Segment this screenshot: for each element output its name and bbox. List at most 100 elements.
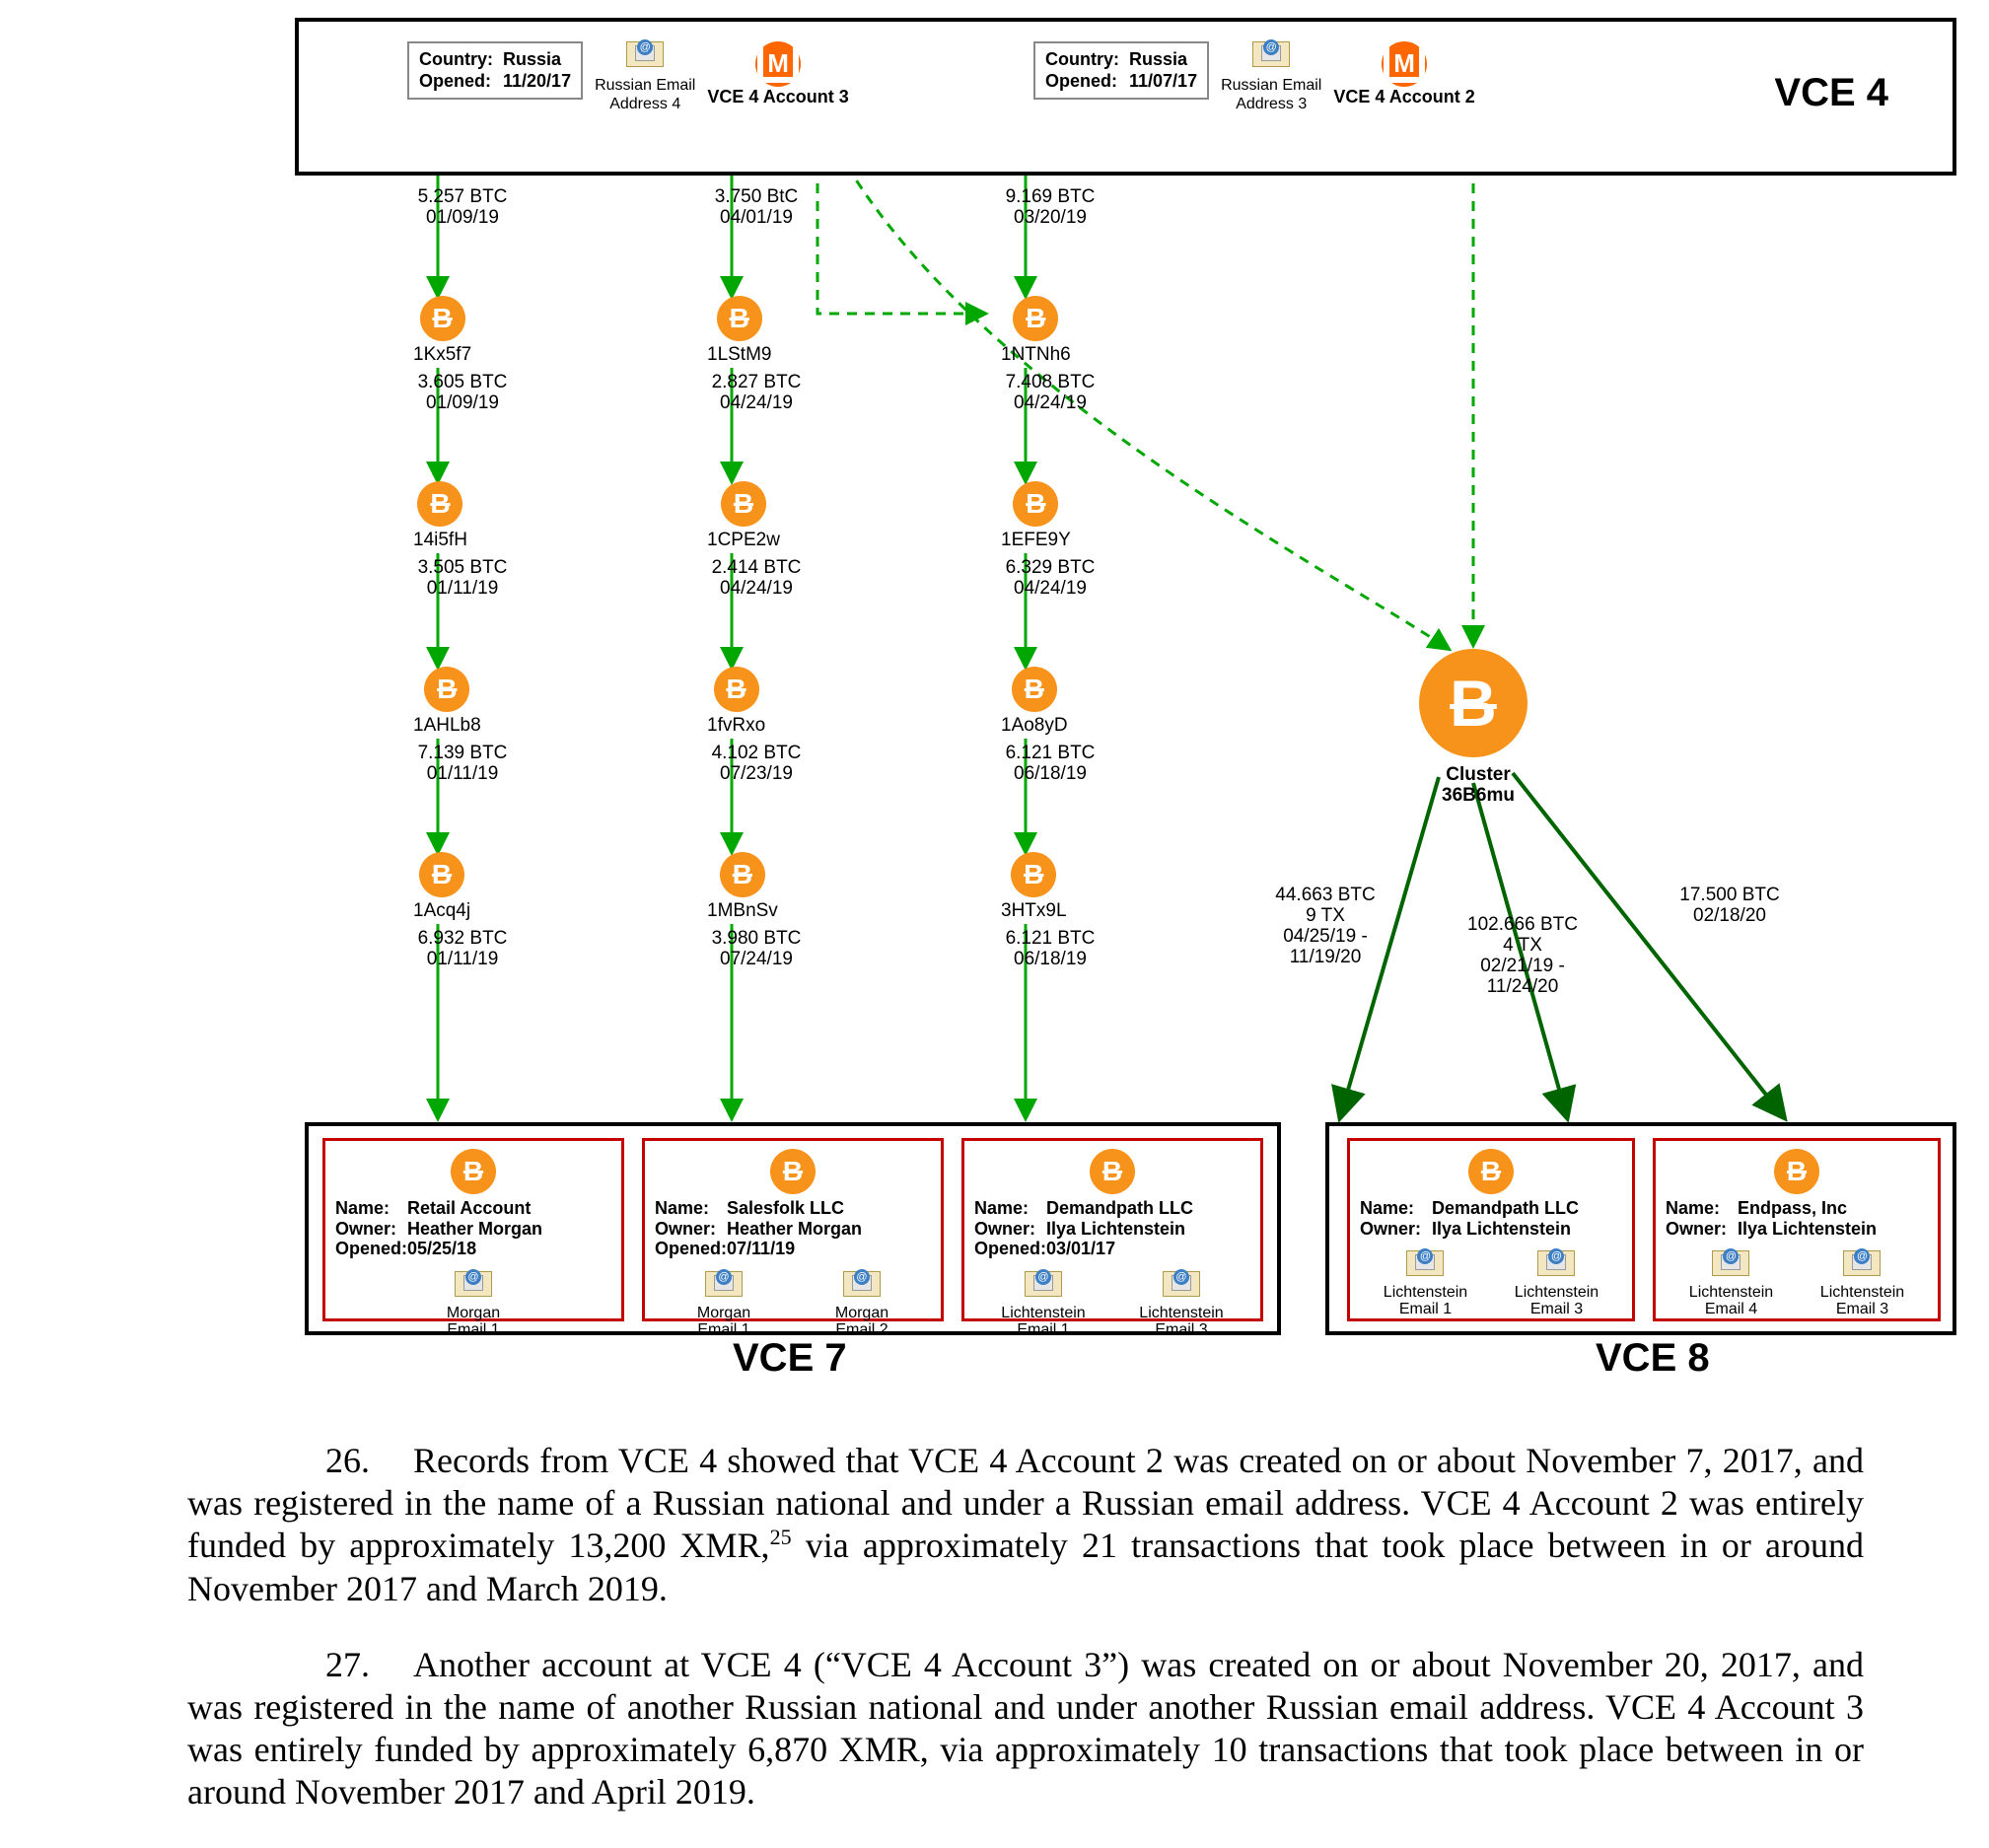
destination-account: Name: Demandpath LLCOwner: Ilya Lichtens…: [961, 1138, 1263, 1321]
val: 11/07/17: [1129, 71, 1197, 93]
bitcoin-icon: [720, 852, 765, 897]
vce4-account-3: Country: Opened: Russia 11/20/17 Russian…: [407, 41, 849, 114]
tx-label: 7.408 BTC04/24/19: [991, 373, 1109, 414]
val: 11/20/17: [503, 71, 571, 93]
tx-label: 3.980 BTC07/24/19: [697, 929, 816, 970]
vce4-label: VCE 4: [1774, 71, 1888, 115]
xmr-account-label: VCE 4 Account 2: [1333, 87, 1474, 107]
tx-label: 2.827 BTC04/24/19: [697, 373, 816, 414]
tx-label: 3.750 BtC04/01/19: [697, 187, 816, 229]
btc-address-node: 1Acq4j: [413, 852, 470, 921]
bitcoin-icon: [417, 481, 462, 527]
tx-label: 7.139 BTC01/11/19: [403, 744, 522, 785]
account-email: LichtensteinEmail 3: [1139, 1271, 1223, 1338]
body-text: 26.Records from VCE 4 showed that VCE 4 …: [187, 1440, 1864, 1848]
cluster-label: Cluster 36B6mu: [1419, 765, 1537, 807]
vce8-box: VCE 8 Name: Demandpath LLCOwner: Ilya Li…: [1325, 1122, 1956, 1335]
email-icon: [1843, 1250, 1881, 1276]
bitcoin-icon: [1090, 1149, 1135, 1194]
email-icon: [1163, 1271, 1200, 1297]
email-icon: [1406, 1250, 1444, 1276]
btc-address-node: 1AHLb8: [413, 667, 481, 736]
tx-label: 4.102 BTC07/23/19: [697, 744, 816, 785]
monero-icon: [1382, 41, 1427, 87]
btc-address-node: 1LStM9: [707, 296, 771, 365]
bitcoin-icon: [1013, 481, 1058, 527]
bitcoin-icon: [1468, 1149, 1514, 1194]
bitcoin-icon-cluster: [1419, 649, 1527, 757]
tx-label: 9.169 BTC03/20/19: [991, 187, 1109, 229]
para-text: Another account at VCE 4 (“VCE 4 Account…: [187, 1645, 1864, 1812]
btc-address-node: 1NTNh6: [1001, 296, 1071, 365]
account-email: LichtensteinEmail 3: [1820, 1250, 1904, 1317]
email-icon: [1025, 1271, 1062, 1297]
tx-label: 6.932 BTC01/11/19: [403, 929, 522, 970]
account-email: LichtensteinEmail 3: [1515, 1250, 1598, 1317]
cluster-out-0: 44.663 BTC 9 TX 04/25/19 - 11/19/20: [1261, 886, 1389, 968]
monero-icon: [755, 41, 801, 87]
vce7-accounts: Name: Retail AccountOwner: Heather Morga…: [309, 1126, 1277, 1331]
email-icon: [1712, 1250, 1749, 1276]
email-label: Russian Email Address 3: [1221, 77, 1321, 112]
tx-label: 6.329 BTC04/24/19: [991, 558, 1109, 600]
bitcoin-icon: [451, 1149, 496, 1194]
tx-label: 2.414 BTC04/24/19: [697, 558, 816, 600]
tx-label: 6.121 BTC06/18/19: [991, 744, 1109, 785]
bitcoin-icon: [714, 667, 759, 712]
btc-address-node: 1Ao8yD: [1001, 667, 1068, 736]
lbl: Opened:: [1045, 71, 1119, 93]
btc-address-node: 14i5fH: [413, 481, 467, 550]
vce4-account-2: Country: Opened: Russia 11/07/17 Russian…: [1033, 41, 1475, 114]
val: Russia: [503, 49, 571, 71]
bitcoin-icon: [424, 667, 469, 712]
xmr-account-label: VCE 4 Account 3: [707, 87, 848, 107]
cluster-out-2: 17.500 BTC 02/18/20: [1666, 886, 1794, 927]
account-email: MorganEmail 1: [697, 1271, 750, 1338]
account-email: LichtensteinEmail 1: [1001, 1271, 1085, 1338]
bitcoin-icon: [717, 296, 762, 341]
bitcoin-icon: [1011, 852, 1056, 897]
email-icon: [705, 1271, 743, 1297]
tx-label: 3.605 BTC01/09/19: [403, 373, 522, 414]
destination-account: Name: Salesfolk LLCOwner: Heather Morgan…: [642, 1138, 944, 1321]
account-email: LichtensteinEmail 4: [1689, 1250, 1773, 1317]
account-email: MorganEmail 1: [447, 1271, 500, 1338]
bitcoin-icon: [419, 852, 464, 897]
email-icon: [626, 41, 664, 67]
account-email: MorganEmail 2: [835, 1271, 888, 1338]
btc-address-node: 1EFE9Y: [1001, 481, 1071, 550]
account-email: LichtensteinEmail 1: [1384, 1250, 1467, 1317]
vce4-box: VCE 4 Country: Opened: Russia 11/20/17 R…: [295, 18, 1956, 176]
val: Russia: [1129, 49, 1197, 71]
tx-label: 3.505 BTC01/11/19: [403, 558, 522, 600]
footnote-ref: 25: [770, 1525, 792, 1549]
btc-address-node: 1Kx5f7: [413, 296, 471, 365]
bitcoin-icon: [721, 481, 766, 527]
bitcoin-icon: [1012, 667, 1057, 712]
vce7-label: VCE 7: [733, 1336, 847, 1381]
bitcoin-icon: [1013, 296, 1058, 341]
bitcoin-icon: [420, 296, 465, 341]
destination-account: Name: Endpass, IncOwner: Ilya Lichtenste…: [1653, 1138, 1941, 1321]
btc-address-node: 1CPE2w: [707, 481, 780, 550]
btc-address-node: 1fvRxo: [707, 667, 765, 736]
destination-account: Name: Demandpath LLCOwner: Ilya Lichtens…: [1347, 1138, 1635, 1321]
email-label: Russian Email Address 4: [595, 77, 695, 112]
btc-address-node: 1MBnSv: [707, 852, 778, 921]
para-num: 27.: [325, 1644, 370, 1686]
vce7-box: VCE 7 Name: Retail AccountOwner: Heather…: [305, 1122, 1281, 1335]
email-icon: [455, 1271, 492, 1297]
email-icon: [1537, 1250, 1575, 1276]
para-num: 26.: [325, 1440, 370, 1482]
email-icon: [1252, 41, 1290, 67]
vce8-accounts: Name: Demandpath LLCOwner: Ilya Lichtens…: [1329, 1126, 1953, 1331]
lbl: Country:: [1045, 49, 1119, 71]
bitcoin-icon: [770, 1149, 816, 1194]
btc-address-node: 3HTx9L: [1001, 852, 1067, 921]
email-icon: [843, 1271, 881, 1297]
lbl: Opened:: [419, 71, 493, 93]
lbl: Country:: [419, 49, 493, 71]
destination-account: Name: Retail AccountOwner: Heather Morga…: [322, 1138, 624, 1321]
page: VCE 4 Country: Opened: Russia 11/20/17 R…: [0, 0, 1989, 1847]
paragraph-27: 27.Another account at VCE 4 (“VCE 4 Acco…: [187, 1644, 1864, 1814]
